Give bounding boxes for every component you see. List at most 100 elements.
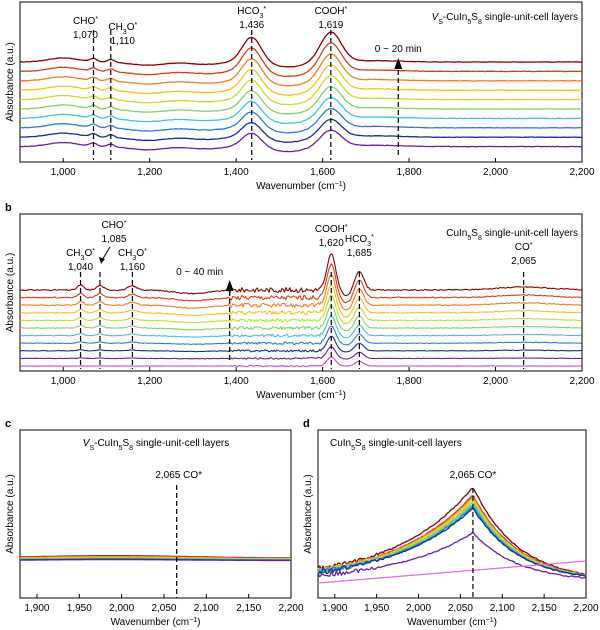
spectrum-line <box>19 315 582 339</box>
x-tick-label: 2,000 <box>109 603 134 614</box>
spectrum-line <box>19 64 583 96</box>
panel-letter: c <box>5 418 11 430</box>
time-arrow-head <box>225 280 234 291</box>
x-tick-label: 2,100 <box>194 603 219 614</box>
x-tick-label: 2,200 <box>278 603 303 614</box>
spectrum-line <box>19 96 582 125</box>
peak-wavenumber-label: 1,070 <box>73 30 98 41</box>
spectrum-line <box>317 560 587 584</box>
spectrum-line <box>19 274 582 311</box>
y-axis-label: Absorbance (a.u.) <box>5 253 16 333</box>
peak-wavenumber-label: 1,620 <box>319 238 344 249</box>
spectrum-line <box>317 531 587 579</box>
x-tick-label: 2,000 <box>483 167 508 178</box>
plot-frame <box>317 429 587 599</box>
spectrum-line <box>19 118 582 143</box>
spectrum-line <box>19 304 582 332</box>
peak-wavenumber-label: 1,619 <box>318 20 343 31</box>
x-tick-label: 2,200 <box>569 167 594 178</box>
plot-frame <box>19 429 292 599</box>
spectrum-line <box>19 346 582 360</box>
x-tick-label: 2,150 <box>236 603 261 614</box>
x-tick-label: 2,000 <box>406 603 431 614</box>
spectrum-line <box>19 107 583 134</box>
x-tick-label: 2,050 <box>448 603 473 614</box>
peak-species-label: COOH* <box>314 6 347 18</box>
x-tick-label: 1,000 <box>51 376 76 387</box>
x-axis-label: Wavenumber (cm−1) <box>111 617 201 629</box>
panel-title: VS-CuIn5S8 single-unit-cell layers <box>83 438 229 452</box>
spectrum-line <box>19 129 583 153</box>
x-tick-label: 2,100 <box>490 603 515 614</box>
x-tick-label: 1,200 <box>137 167 162 178</box>
x-axis-label: Wavenumber (cm−1) <box>407 617 497 629</box>
spectrum-line <box>19 356 582 368</box>
spectrum-line <box>317 507 587 577</box>
panel-c: 1,900 1,950 2,000 2,050 2,100 2,150 2,200 Waven… <box>5 418 304 628</box>
time-range-label: 0 ~ 20 min <box>375 44 422 55</box>
panel-b: 1,000 1,200 1,400 1,600 1,800 2,000 2,200 Waven… <box>5 202 595 401</box>
plot-frame <box>19 1 583 163</box>
peak-wavenumber-label: 1,685 <box>347 248 372 259</box>
plot-frame <box>19 213 583 372</box>
panel-letter: b <box>5 202 12 214</box>
x-tick-label: 1,900 <box>24 603 49 614</box>
spectrum-line <box>19 85 583 115</box>
spectrum-line <box>19 559 291 562</box>
peak-wavenumber-label: 1,110 <box>111 36 136 47</box>
x-tick-label: 2,150 <box>532 603 557 614</box>
x-tick-label: 1,400 <box>224 167 249 178</box>
peak-wavenumber-label: 1,160 <box>120 262 145 273</box>
panel-d: 1,900 1,950 2,000 2,050 2,100 2,150 2,200 Waven… <box>303 418 599 628</box>
peak-annotation-label: 2,065 CO* <box>450 470 497 481</box>
x-tick-label: 1,400 <box>224 376 249 387</box>
panel-a: 1,000 1,200 1,400 1,600 1,800 2,000 2,200 Waven… <box>5 0 595 192</box>
peak-wavenumber-label: 2,065 <box>511 256 536 267</box>
x-tick-label: 2,000 <box>483 376 508 387</box>
panel-letter: d <box>303 418 310 430</box>
x-tick-label: 2,200 <box>569 376 594 387</box>
time-arrow-head <box>394 58 403 69</box>
x-tick-label: 1,000 <box>51 167 76 178</box>
panel-title: CuIn5S8 single-unit-cell layers <box>446 228 578 242</box>
x-tick-label: 1,950 <box>67 603 92 614</box>
panel-title: VS-CuIn5S8 single-unit-cell layers <box>432 12 578 26</box>
spectrum-line <box>19 74 583 106</box>
spectrum-line <box>19 294 582 325</box>
peak-species-label: CH3O* <box>66 248 95 262</box>
x-tick-label: 2,050 <box>151 603 176 614</box>
x-tick-label: 1,800 <box>397 376 422 387</box>
spectrum-line <box>20 335 582 353</box>
peak-wavenumber-label: 1,040 <box>68 262 93 273</box>
annotation-pointer-head <box>98 257 105 264</box>
peak-species-label: CHO* <box>73 16 98 28</box>
spectrum-line <box>19 253 582 297</box>
peak-wavenumber-label: 1,436 <box>239 20 264 31</box>
spectrum-line <box>317 487 587 576</box>
spectrum-line <box>19 325 582 346</box>
panel-title: CuIn5S8 single-unit-cell layers <box>330 438 462 452</box>
x-tick-label: 1,950 <box>364 603 389 614</box>
y-axis-label: Absorbance (a.u.) <box>303 474 314 554</box>
y-axis-label: Absorbance (a.u.) <box>5 474 16 554</box>
x-tick-label: 1,800 <box>397 167 422 178</box>
spectrum-line <box>19 53 583 87</box>
peak-species-label: COOH* <box>315 224 348 236</box>
spectrum-line <box>19 284 582 318</box>
spectrum-line <box>19 42 582 78</box>
panel-letter: a <box>5 0 12 2</box>
peak-species-label: HCO3* <box>345 234 374 248</box>
peak-species-label: CHO* <box>101 220 126 232</box>
x-tick-label: 1,200 <box>137 376 162 387</box>
x-axis-label: Wavenumber (cm−1) <box>256 181 346 193</box>
peak-species-label: CH3O* <box>108 22 137 36</box>
x-tick-label: 1,900 <box>322 603 347 614</box>
x-tick-label: 1,600 <box>310 167 335 178</box>
peak-species-label: HCO3* <box>237 6 266 20</box>
x-tick-label: 1,600 <box>310 376 335 387</box>
peak-annotation-label: 2,065 CO* <box>155 470 202 481</box>
peak-species-label: CO* <box>515 242 533 254</box>
time-range-label: 0 ~ 40 min <box>176 267 223 278</box>
y-axis-label: Absorbance (a.u.) <box>5 42 16 122</box>
